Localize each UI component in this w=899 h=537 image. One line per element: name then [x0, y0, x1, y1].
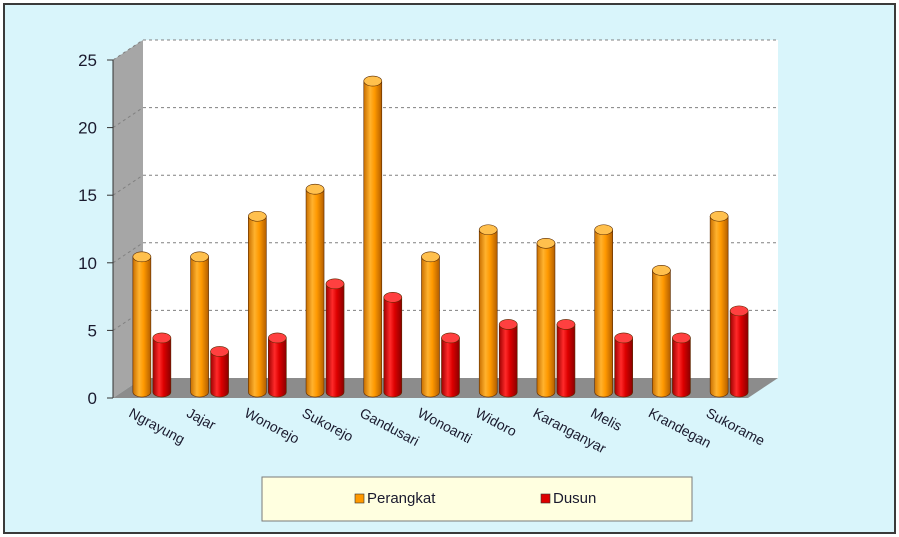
bar-dusun-widoro: [498, 319, 518, 398]
bar-dusun-ngrayung: [152, 332, 172, 398]
gridline-side: [112, 39, 144, 61]
legend-swatch-perangkat: [354, 493, 365, 504]
bar-perangkat-gandusari: [363, 75, 383, 398]
bar-perangkat-jajar: [190, 251, 209, 398]
bar-dusun-krandegan: [672, 332, 691, 398]
bar-dusun-gandusari: [383, 292, 403, 398]
bar-perangkat-melis: [594, 224, 613, 398]
legend-label-perangkat: Perangkat: [367, 490, 436, 507]
bar-dusun-sukorame: [729, 305, 749, 398]
bar-dusun-jajar: [210, 346, 229, 398]
bar-dusun-sukorejo: [325, 278, 345, 398]
y-tick-label: 5: [88, 321, 97, 340]
y-tick-label: 25: [78, 51, 97, 70]
bar-dusun-melis: [614, 332, 633, 398]
legend-label-dusun: Dusun: [553, 490, 596, 507]
bar-perangkat-widoro: [478, 224, 498, 398]
bar-perangkat-sukorejo: [305, 183, 325, 398]
bar-perangkat-karanganyar: [536, 237, 556, 398]
y-tick-label: 20: [78, 119, 97, 138]
back-wall: [143, 40, 778, 378]
legend-box: [261, 476, 693, 522]
gridline-side: [112, 242, 144, 264]
bar-dusun-wonoanti: [441, 332, 460, 398]
gridline-side: [112, 107, 144, 129]
gridline-side: [112, 174, 144, 196]
bar-perangkat-sukorame: [709, 210, 729, 398]
bar-perangkat-ngrayung: [132, 251, 152, 398]
y-tick-label: 0: [88, 389, 97, 408]
bar-dusun-wonorejo: [268, 332, 287, 398]
bar-perangkat-krandegan: [652, 265, 671, 398]
bar-dusun-karanganyar: [556, 319, 576, 398]
y-tick-label: 10: [78, 254, 97, 273]
bar-perangkat-wonoanti: [421, 251, 440, 398]
legend-swatch-dusun: [540, 493, 551, 504]
bar-perangkat-wonorejo: [248, 210, 267, 398]
y-tick-label: 15: [78, 186, 97, 205]
